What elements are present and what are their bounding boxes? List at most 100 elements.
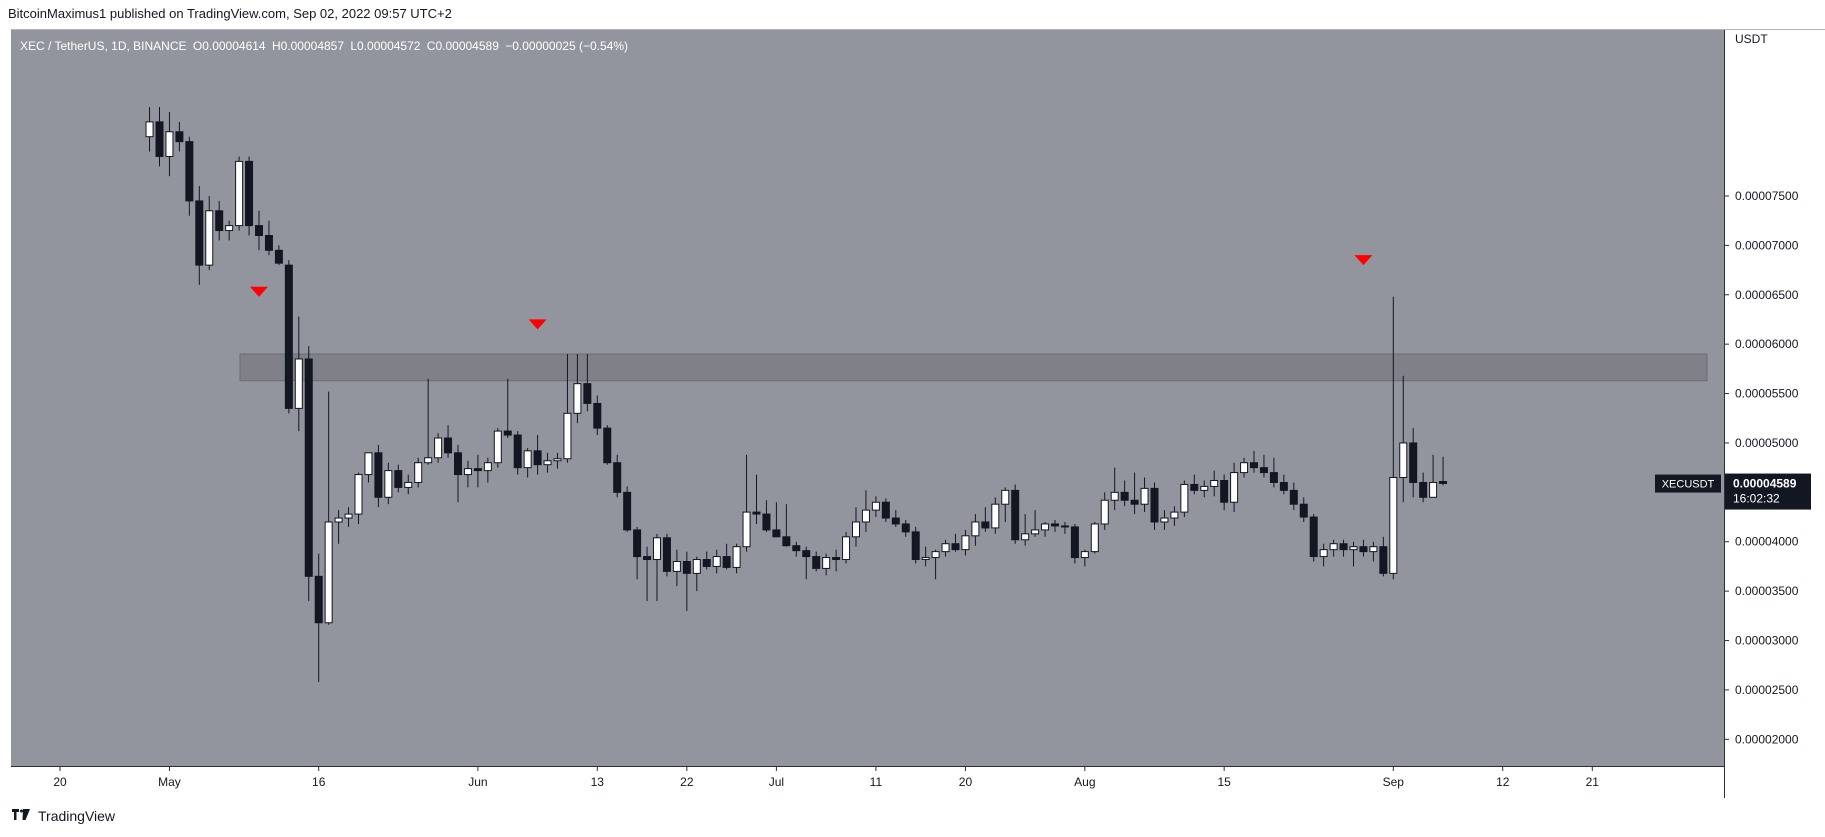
- candle-body-bearish: [613, 462, 622, 493]
- candle-body-bearish: [1339, 543, 1348, 551]
- legend-symbol[interactable]: XEC / TetherUS, 1D, BINANCE: [20, 39, 187, 53]
- time-tick-label: Aug: [1074, 775, 1095, 789]
- candle-body-bearish: [394, 470, 403, 488]
- time-axis[interactable]: [11, 766, 1724, 799]
- candle-body-bearish: [662, 537, 671, 572]
- candle-body-bullish: [1319, 549, 1328, 558]
- candle-body-bullish: [424, 457, 433, 464]
- candle-body-bullish: [1429, 481, 1438, 498]
- candle-body-bullish: [732, 546, 741, 568]
- time-tick-label: 22: [680, 775, 694, 789]
- candle-body-bearish: [981, 521, 990, 529]
- candle-body-bearish: [314, 575, 323, 624]
- time-tick-label: May: [158, 775, 181, 789]
- candle-body-bearish: [185, 141, 194, 202]
- candle-body-bearish: [702, 559, 711, 567]
- legend-low: 0.00004572: [357, 39, 421, 53]
- candle-body-bearish: [444, 437, 453, 454]
- time-tick-label: Sep: [1383, 775, 1405, 789]
- publisher-line: BitcoinMaximus1 published on TradingView…: [8, 6, 452, 21]
- candle-body-bullish: [294, 358, 303, 409]
- candle-body-bearish: [1150, 487, 1159, 523]
- candle-body-bullish: [852, 521, 860, 538]
- candle-body-bearish: [593, 402, 602, 429]
- candle-body-bearish: [623, 491, 632, 531]
- price-tick-label: 0.00003500: [1735, 584, 1799, 598]
- candle-body-bullish: [1031, 529, 1040, 535]
- candle-body-bullish: [1349, 546, 1358, 551]
- candle-body-bearish: [782, 536, 791, 547]
- candle-body-bearish: [195, 200, 204, 266]
- candle-body-bullish: [672, 561, 681, 572]
- price-tick-label: 0.00004000: [1735, 535, 1799, 549]
- candle-body-bearish: [722, 556, 731, 568]
- price-tick-label: 0.00006000: [1735, 337, 1799, 351]
- bearish-arrow-icon: [528, 319, 547, 330]
- candle-body-bullish: [742, 511, 751, 548]
- candle-body-bearish: [911, 531, 920, 561]
- price-tick-label: 0.00007500: [1735, 189, 1799, 203]
- candle-body-bullish: [1090, 523, 1099, 553]
- candle-body-bullish: [1399, 442, 1408, 479]
- time-tick-label: Jul: [769, 775, 784, 789]
- candle-body-bearish: [772, 529, 781, 538]
- candle-body-bullish: [165, 131, 174, 157]
- candle-body-bearish: [792, 545, 801, 552]
- candle-body-bullish: [941, 543, 950, 553]
- candle-body-bearish: [752, 511, 761, 515]
- price-tick-label: 0.00002000: [1735, 732, 1799, 746]
- candle-body-bearish: [1379, 546, 1388, 574]
- candle-body-bearish: [1120, 491, 1129, 501]
- bearish-arrow-icon: [250, 286, 268, 297]
- candle-body-bearish: [812, 556, 821, 569]
- candle-body-bearish: [1011, 489, 1020, 541]
- candle-body-bullish: [364, 452, 373, 476]
- candle-body-bearish: [513, 434, 522, 469]
- symbol-legend: XEC / TetherUS, 1D, BINANCE O0.00004614 …: [20, 39, 631, 53]
- candle-body-bullish: [1240, 462, 1249, 474]
- price-axis[interactable]: [1724, 30, 1825, 798]
- candle-body-bearish: [901, 523, 910, 533]
- candle-body-bearish: [454, 452, 462, 476]
- candle-body-bearish: [583, 383, 592, 404]
- candle-body-bullish: [861, 509, 870, 523]
- legend-open-label: O: [192, 39, 203, 53]
- time-tick-label: Jun: [468, 775, 487, 789]
- last-price-badge[interactable]: [1725, 473, 1811, 510]
- candle-body-bearish: [1051, 523, 1059, 527]
- footer-brand[interactable]: TradingView: [10, 808, 115, 824]
- candle-body-bearish: [503, 430, 512, 436]
- candle-body-bearish: [1309, 516, 1318, 558]
- candle-body-bearish: [1359, 546, 1368, 553]
- price-tick-label: 0.00002500: [1735, 683, 1799, 697]
- price-tick-label: 0.00005000: [1735, 436, 1799, 450]
- candle-body-bullish: [334, 517, 343, 523]
- candle-body-bullish: [1170, 511, 1179, 519]
- candle-body-bullish: [1200, 485, 1209, 491]
- candle-body-bearish: [1269, 472, 1278, 483]
- candle-body-bearish: [255, 225, 263, 236]
- candle-body-bearish: [603, 427, 612, 464]
- candle-body-bearish: [215, 210, 224, 232]
- price-tick-label: 0.00005500: [1735, 387, 1799, 401]
- candle-body-bullish: [1100, 499, 1109, 525]
- candle-body-bullish: [483, 462, 492, 472]
- candle-body-bullish: [414, 462, 423, 483]
- candle-body-bearish: [1259, 467, 1268, 474]
- candle-body-bearish: [832, 557, 841, 561]
- last-price-value: 0.00004589: [1733, 477, 1797, 491]
- candle-body-bearish: [1289, 489, 1298, 505]
- symbol-badge[interactable]: [1655, 474, 1721, 493]
- candle-body-bearish: [533, 450, 542, 466]
- legend-close: 0.00004589: [435, 39, 499, 53]
- candle-body-bullish: [563, 412, 572, 460]
- candle-body-bullish: [235, 160, 244, 227]
- legend-high-label: H: [271, 39, 281, 53]
- candle-body-bearish: [264, 234, 273, 251]
- candle-body-bullish: [1329, 543, 1338, 551]
- candle-body-bullish: [692, 559, 701, 574]
- legend-change: −0.00000025 (−0.54%): [505, 39, 628, 53]
- price-tick-label: 0.00006500: [1735, 288, 1799, 302]
- bearish-arrow-icon: [1354, 255, 1373, 266]
